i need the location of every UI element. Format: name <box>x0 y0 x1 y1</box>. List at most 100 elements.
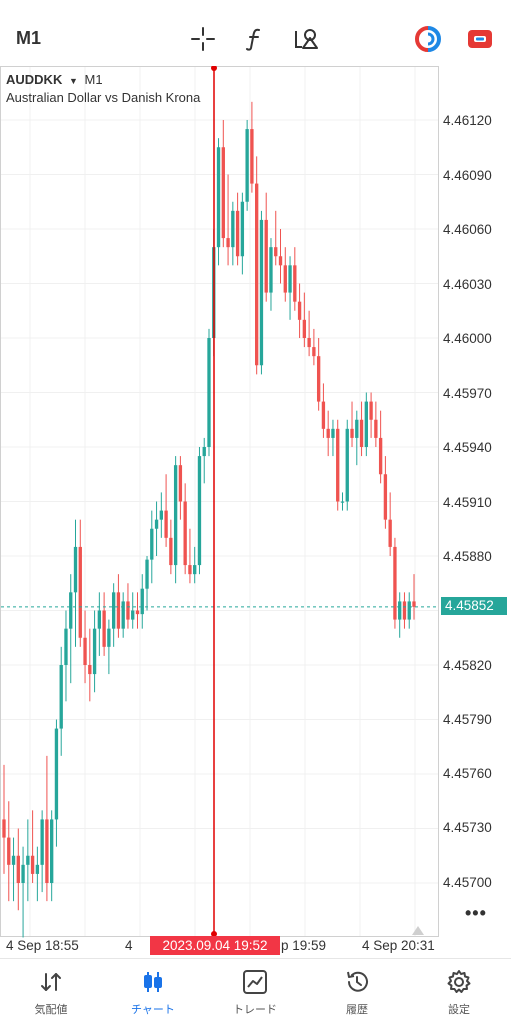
candle-body <box>345 428 349 502</box>
candle-body <box>102 610 106 647</box>
candle-body <box>116 592 121 629</box>
more-icon[interactable]: ••• <box>465 903 487 923</box>
crosshair-handle-bottom <box>211 931 217 937</box>
candle-body <box>35 864 40 874</box>
candle-body <box>359 419 364 447</box>
timeframe-selector[interactable]: M1 <box>16 28 42 48</box>
tab-label: トレード <box>233 1004 277 1016</box>
function-icon[interactable] <box>240 24 270 54</box>
candle-body <box>240 201 245 257</box>
candle-body <box>121 601 125 629</box>
candle-body <box>255 183 259 366</box>
candle-body <box>164 510 168 538</box>
candle-body <box>83 637 87 665</box>
history-icon <box>344 969 370 995</box>
candle-body <box>159 510 163 520</box>
candle-body <box>235 210 240 257</box>
candle-body <box>312 347 316 357</box>
settings-icon <box>446 969 472 995</box>
tab-label: 気配値 <box>34 1004 68 1016</box>
crosshair-time-badge: 2023.09.04 19:52 <box>150 936 280 955</box>
candle-body <box>250 129 254 184</box>
price-chart[interactable] <box>0 66 511 958</box>
candle-body <box>336 428 340 502</box>
candle-body <box>107 628 111 647</box>
time-tick: 4 <box>125 938 133 953</box>
time-tick: 4 Sep 18:55 <box>6 938 79 953</box>
candle-body <box>45 819 49 883</box>
candle-body <box>259 219 264 366</box>
candle-body <box>64 628 68 665</box>
candle-body <box>54 728 59 820</box>
account-icon[interactable] <box>465 24 495 54</box>
tab-history[interactable]: 履歴 <box>306 959 408 1024</box>
candle-body <box>302 319 307 338</box>
candle-body <box>7 837 11 865</box>
candle-body <box>402 601 407 620</box>
time-tick: 4 Sep 20:31 <box>362 938 435 953</box>
candle-body <box>207 338 211 447</box>
candle-body <box>26 855 30 865</box>
candle-body <box>316 356 321 402</box>
candle-body <box>183 501 187 566</box>
objects-icon[interactable] <box>292 24 322 54</box>
tab-label: 履歴 <box>346 1004 368 1016</box>
candle-body <box>21 864 25 883</box>
candle-body <box>288 265 292 293</box>
candle-body <box>140 588 144 615</box>
candle-body <box>307 338 311 348</box>
symbol-name: AUDDKK <box>6 72 63 87</box>
candle-body <box>92 628 97 675</box>
candle-body <box>374 419 378 438</box>
top-toolbar: M1 <box>0 0 511 66</box>
candle-body <box>178 465 183 502</box>
autoscroll-marker <box>412 926 424 935</box>
quotes-icon <box>38 969 64 995</box>
trade-panel-icon[interactable] <box>413 24 443 54</box>
trade-icon <box>242 969 268 995</box>
candle-body <box>293 265 297 302</box>
price-tick: 4.45880 <box>443 549 492 564</box>
candle-body <box>111 592 116 629</box>
price-tick: 4.45820 <box>443 658 492 673</box>
candle-body <box>331 428 335 438</box>
price-tick: 4.45790 <box>443 712 492 727</box>
time-tick: p 19:59 <box>281 938 327 953</box>
chart-area[interactable] <box>0 66 511 958</box>
candle-body <box>364 401 368 447</box>
tab-chart[interactable]: チャート <box>102 959 204 1024</box>
candle-body <box>126 601 130 620</box>
candle-body <box>383 474 388 520</box>
candle-body <box>78 546 82 638</box>
chevron-down-icon: ▼ <box>68 76 78 86</box>
candle-body <box>135 610 140 615</box>
tab-settings[interactable]: 設定 <box>408 959 510 1024</box>
candle-body <box>274 247 278 257</box>
candle-body <box>355 419 359 438</box>
candle-body <box>59 665 63 729</box>
chart-icon <box>141 969 165 995</box>
candle-body <box>50 819 54 883</box>
candle-body <box>2 819 6 838</box>
candle-body <box>393 546 397 620</box>
candle-body <box>131 610 135 620</box>
candle-body <box>193 565 197 575</box>
candle-body <box>202 447 206 457</box>
candle-body <box>245 129 249 202</box>
candle-body <box>73 546 78 593</box>
candle-body <box>269 247 273 293</box>
candle-body <box>226 238 230 248</box>
candle-body <box>297 301 302 320</box>
tab-quotes[interactable]: 気配値 <box>0 959 102 1024</box>
crosshair-icon[interactable] <box>188 24 218 54</box>
candle-body <box>188 565 192 575</box>
price-tick: 4.45730 <box>443 820 492 835</box>
symbol-header: AUDDKK ▼ M1 <box>6 72 103 87</box>
candle-body <box>321 401 326 429</box>
price-tick: 4.46060 <box>443 222 492 237</box>
candle-body <box>154 519 159 529</box>
tab-label: 設定 <box>448 1004 470 1016</box>
candle-body <box>231 210 235 248</box>
candle-body <box>88 665 92 675</box>
tab-trade[interactable]: トレード <box>204 959 306 1024</box>
